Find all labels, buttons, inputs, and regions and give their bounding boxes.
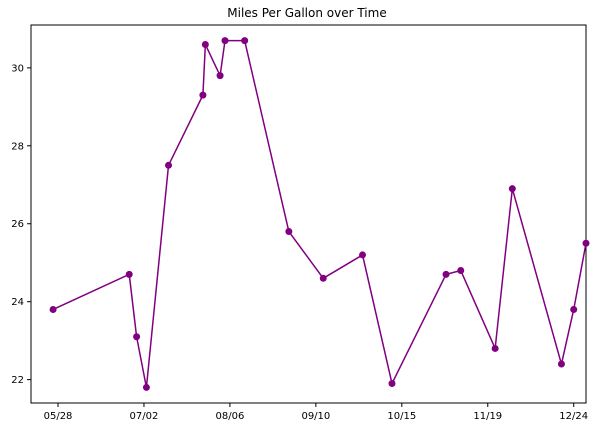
data-point [201,40,209,48]
data-point [49,305,57,313]
x-tick-label: 10/15 [387,411,416,422]
data-point [285,228,293,236]
data-point [199,91,207,99]
y-tick-label: 24 [11,297,24,308]
y-tick-label: 28 [11,141,24,152]
series-layer [49,37,590,391]
data-point [133,333,141,341]
x-tick-label: 11/19 [473,411,502,422]
data-point [319,274,327,282]
y-tick-label: 26 [11,219,24,230]
series-line [52,39,587,389]
x-tick-label: 07/02 [130,411,159,422]
data-point [508,185,516,193]
data-point [570,305,578,313]
x-tick-label: 09/10 [301,411,330,422]
data-point [491,344,499,352]
chart-title: Miles Per Gallon over Time [227,6,386,20]
data-point [241,37,249,45]
data-point [442,270,450,278]
data-point [165,161,173,169]
x-tick-label: 12/24 [559,411,588,422]
plot-area-frame [30,24,587,404]
data-point [388,380,396,388]
y-tick-label: 22 [11,375,24,386]
x-tick-label: 08/06 [216,411,245,422]
data-point [359,251,367,259]
data-point [125,270,133,278]
data-point [221,37,229,45]
data-point [216,72,224,80]
x-tick-label: 05/28 [44,411,73,422]
data-point [457,267,465,275]
data-point [557,360,565,368]
data-point [142,383,150,391]
x-axis: 05/28 07/02 08/06 09/10 10/15 11/19 12/24 [44,403,588,422]
data-point [582,239,590,247]
y-tick-label: 30 [11,63,24,74]
y-axis: 22 24 26 28 30 [11,63,31,386]
